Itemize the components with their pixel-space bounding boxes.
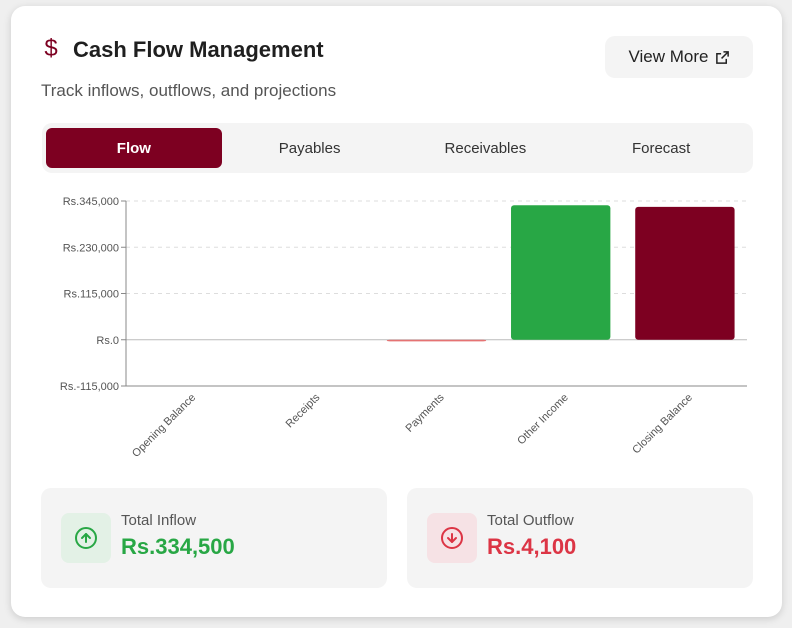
- arrow-down-circle-icon: [427, 513, 477, 563]
- x-tick-label: Receipts: [284, 391, 323, 430]
- total-outflow-card: Total Outflow Rs.4,100: [407, 488, 753, 588]
- cash-flow-chart: Rs.-115,000 Rs.0 Rs.115,000 Rs.230,000 Rs.34…: [11, 6, 782, 476]
- view-more-button[interactable]: View More: [605, 36, 753, 78]
- external-link-icon: [715, 50, 730, 65]
- x-tick-label: Closing Balance: [630, 392, 695, 457]
- total-outflow-value: Rs.4,100: [487, 534, 577, 559]
- total-inflow-label: Total Inflow: [121, 512, 197, 529]
- tab-flow[interactable]: Flow: [46, 128, 222, 168]
- y-tick-label: Rs.345,000: [63, 196, 119, 208]
- x-tick-label: Other Income: [515, 392, 571, 448]
- y-tick-label: Rs.0: [96, 335, 119, 347]
- tab-receivables[interactable]: Receivables: [444, 139, 527, 157]
- tab-forecast[interactable]: Forecast: [631, 139, 691, 157]
- bar-payments: [386, 339, 487, 342]
- x-tick-label: Payments: [404, 391, 447, 434]
- total-inflow-value: Rs.334,500: [121, 534, 235, 559]
- tab-bar: Flow Payables Receivables Forecast: [42, 123, 753, 173]
- total-outflow-label: Total Outflow: [487, 512, 574, 529]
- bar-other-income: [511, 205, 611, 340]
- page-subtitle: Track inflows, outflows, and projections: [41, 81, 337, 100]
- cash-flow-card: $ Cash Flow Management Track inflows, ou…: [11, 6, 782, 617]
- arrow-up-circle-icon: [61, 513, 111, 563]
- y-tick-label: Rs.-115,000: [60, 381, 119, 393]
- y-tick-label: Rs.115,000: [64, 289, 119, 301]
- page-title: Cash Flow Management: [73, 37, 324, 62]
- x-tick-label: Opening Balance: [130, 392, 198, 460]
- bar-closing-balance: [635, 206, 735, 340]
- total-inflow-card: Total Inflow Rs.334,500: [41, 488, 387, 588]
- dollar-icon: $: [44, 35, 58, 62]
- y-tick-label: Rs.230,000: [63, 242, 119, 254]
- tab-payables[interactable]: Payables: [278, 139, 341, 157]
- view-more-label: View More: [628, 47, 709, 66]
